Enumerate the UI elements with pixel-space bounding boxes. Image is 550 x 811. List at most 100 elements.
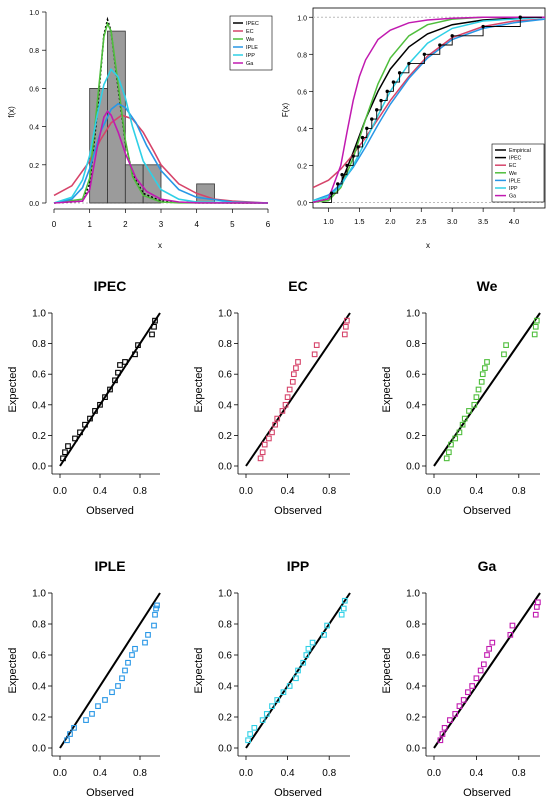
pp-point [456, 429, 463, 436]
pp-point [290, 371, 297, 378]
y-tick-label: 1.0 [32, 309, 46, 320]
pp-point [344, 317, 350, 324]
pp-point [89, 711, 95, 717]
pp-point [443, 455, 450, 462]
x-axis-label: Observed [274, 505, 322, 517]
empirical-point [379, 98, 383, 103]
pp-point [67, 731, 73, 737]
pp-point [132, 351, 138, 358]
x-tick-label: 0.4 [469, 768, 483, 779]
y-axis-label: F(x) [281, 103, 290, 118]
pp-point [295, 359, 301, 365]
legend: IPEC EC We IPLE IPP Ga [229, 15, 273, 71]
pp-point [473, 394, 480, 401]
y-tick-label: 0.6 [218, 651, 232, 662]
pp-point [72, 435, 78, 442]
y-tick-label: 0.2 [218, 431, 232, 442]
y-tick-label: 0.8 [406, 339, 420, 350]
pp-point [475, 386, 482, 393]
pp-point [151, 622, 157, 629]
pp-point [122, 359, 128, 365]
y-tick-label: 1.0 [29, 10, 39, 17]
empirical-point [356, 145, 360, 149]
x-tick-label: 0.8 [133, 486, 147, 497]
pp-point [60, 455, 66, 462]
pp-point [503, 342, 509, 348]
pp-point [465, 689, 471, 696]
y-tick-label: 0.4 [32, 682, 46, 693]
pp-point [269, 703, 275, 709]
pp-point [153, 605, 159, 612]
empirical-point [481, 24, 485, 29]
pp-point [142, 639, 148, 646]
pp-panel-ipec: IPEC 0.0 0.4 0.8 0.0 0.2 0.4 0.6 0.8 1.0 Observed E… [7, 278, 161, 517]
panel-title: IPLE [94, 558, 125, 574]
identity-line [59, 592, 161, 749]
y-tick-label: 0.2 [406, 431, 420, 442]
pp-point [282, 401, 289, 408]
plot-frame [312, 7, 546, 209]
x-tick-label: 3.5 [478, 217, 488, 226]
empirical-point [397, 71, 402, 75]
x-tick-label: 0.0 [53, 768, 67, 779]
x-axis-label: Observed [274, 787, 322, 799]
pp-point [441, 724, 448, 731]
pp-panel-ec: EC 0.0 0.4 0.8 0.0 0.2 0.4 0.6 0.8 1.0 Observed Exp… [193, 278, 351, 517]
x-tick-label: 0.4 [281, 768, 295, 779]
y-tick-label: 0.8 [406, 620, 420, 631]
pp-point [533, 604, 540, 610]
y-tick-label: 0.0 [406, 462, 420, 473]
pp-point [95, 703, 101, 709]
y-tick-label: 0.6 [32, 651, 46, 662]
pp-point [471, 401, 478, 408]
y-tick-label: 0.2 [297, 163, 307, 170]
pp-point [484, 359, 490, 365]
empirical-point [385, 89, 389, 94]
y-tick-label: 0.0 [406, 744, 420, 755]
pp-point [448, 441, 454, 448]
pp-point [149, 331, 155, 338]
pp-point [122, 667, 128, 674]
pp-point [129, 652, 135, 658]
y-tick-label: 0.6 [406, 370, 420, 381]
x-tick-label: 0.8 [322, 486, 336, 497]
x-tick-label: 0.4 [93, 486, 107, 497]
y-tick-label: 0.8 [32, 339, 46, 350]
pp-point [245, 737, 251, 744]
y-tick-label: 0.8 [32, 620, 46, 631]
pp-point [152, 317, 158, 324]
pp-point [338, 611, 345, 618]
y-tick-label: 1.0 [406, 309, 420, 320]
x-axis-label: Observed [463, 787, 511, 799]
pp-point [341, 331, 348, 338]
empirical-point [450, 34, 454, 38]
legend-label: IPEC [509, 156, 522, 162]
identity-line [245, 592, 351, 749]
identity-line [433, 592, 541, 749]
legend-label: EC [246, 29, 254, 35]
pp-point [533, 317, 540, 324]
legend-label: Ga [246, 61, 254, 67]
empirical-point [360, 135, 365, 140]
pp-point [274, 415, 281, 422]
legend-label: IPLE [246, 45, 258, 51]
pp-point [313, 342, 320, 348]
pp-point [251, 724, 258, 731]
y-tick-label: 0.2 [29, 163, 39, 170]
panel-title: IPP [287, 558, 310, 574]
x-tick-label: 1 [87, 220, 92, 229]
empirical-point [345, 163, 349, 168]
pp-point [439, 731, 446, 737]
density-curve-ga [53, 110, 269, 204]
legend-label: We [509, 171, 517, 177]
y-axis-label: Expected [7, 648, 19, 694]
y-axis-label: Expected [7, 367, 19, 413]
empirical-point [407, 61, 411, 66]
x-tick-label: 0.0 [427, 768, 441, 779]
x-tick-label: 0.8 [133, 768, 147, 779]
pp-point [447, 717, 453, 723]
y-tick-label: 1.0 [406, 589, 420, 600]
pp-point [466, 408, 472, 414]
pp-point [269, 429, 275, 436]
